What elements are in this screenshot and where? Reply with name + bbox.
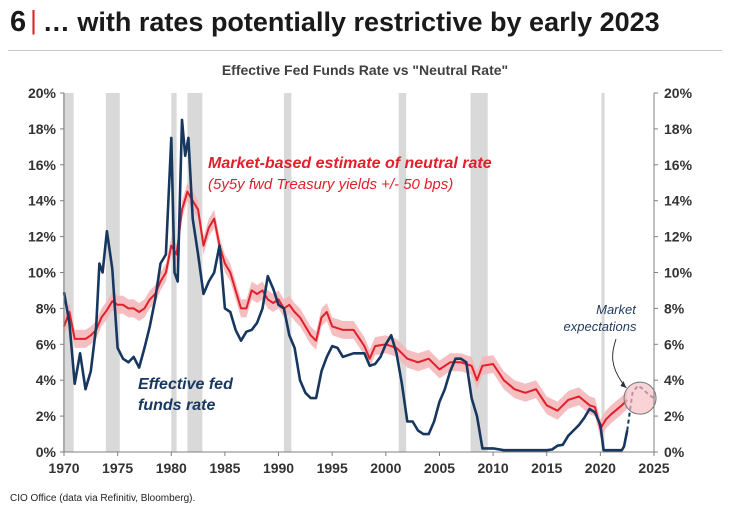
x-tick-label: 2000 (370, 460, 401, 476)
recession-bar-8 (601, 93, 605, 452)
y-right-tick-label: 10% (664, 265, 693, 281)
y-right-tick-label: 18% (664, 121, 693, 137)
y-axis-right-ticks: 0% 2% 4% 6% 8% 10% 12% 14% 16% 18% 20% (654, 85, 693, 460)
y-right-tick-label: 0% (664, 444, 685, 460)
x-tick-label: 1995 (317, 460, 348, 476)
x-tick-label: 2005 (424, 460, 455, 476)
neutral-rate-band (64, 182, 628, 438)
y-right-tick-label: 2% (664, 408, 685, 424)
y-left-tick-label: 8% (36, 300, 57, 316)
y-left-tick-label: 20% (28, 85, 57, 101)
y-right-tick-label: 16% (664, 157, 693, 173)
y-left-tick-label: 2% (36, 408, 57, 424)
neutral-rate-label: Market-based estimate of neutral rate (208, 155, 492, 172)
x-tick-label: 2025 (638, 460, 669, 476)
x-tick-label: 1985 (209, 460, 240, 476)
y-right-tick-label: 14% (664, 193, 693, 209)
recession-bar-5 (283, 93, 292, 452)
market-arrow-head (620, 380, 627, 388)
x-tick-label: 2010 (478, 460, 509, 476)
fed-funds-line (62, 118, 629, 452)
y-right-tick-label: 6% (664, 336, 685, 352)
headline-title: … with rates potentially restrictive by … (42, 7, 660, 37)
market-expectations-label-line2: expectations (564, 319, 637, 334)
headline-number: 6 (10, 6, 27, 38)
y-right-tick-label: 4% (664, 372, 685, 388)
y-left-tick-label: 10% (28, 265, 57, 281)
recession-bar-6 (398, 93, 407, 452)
y-left-tick-label: 6% (36, 336, 57, 352)
fed-funds-label-line2: funds rate (138, 397, 215, 414)
recession-bar-1 (62, 93, 74, 452)
x-axis-ticks: 1970 1975 1980 1985 1990 1995 2000 2005 2010 2015… (48, 452, 670, 476)
y-right-tick-label: 8% (664, 300, 685, 316)
chart-title: Effective Fed Funds Rate vs "Neutral Rat… (221, 62, 509, 78)
source-note: CIO Office (data via Refinitiv, Bloomber… (10, 493, 196, 504)
y-axis-left-ticks: 0% 2% 4% 6% 8% 10% 12% 14% 16% 18% 20% (28, 85, 64, 460)
market-expectations-arrow (612, 338, 627, 389)
x-tick-label: 2015 (531, 460, 562, 476)
x-tick-label: 2020 (585, 460, 616, 476)
y-left-tick-label: 0% (36, 444, 57, 460)
y-right-tick-label: 12% (664, 229, 693, 245)
market-expectations-label-line1: Market (596, 302, 637, 317)
x-tick-label: 1980 (156, 460, 187, 476)
recession-bar-7 (470, 93, 488, 452)
x-tick-label: 1970 (48, 460, 79, 476)
y-left-tick-label: 4% (36, 372, 57, 388)
x-tick-label: 1975 (102, 460, 133, 476)
y-left-tick-label: 14% (28, 193, 57, 209)
y-left-tick-label: 18% (28, 121, 57, 137)
headline-separator: | (30, 5, 37, 35)
y-right-tick-label: 20% (664, 85, 693, 101)
headline: 6 |… with rates potentially restrictive b… (10, 5, 720, 50)
fed-funds-label-line1: Effective fed (138, 376, 234, 393)
neutral-rate-line (63, 190, 628, 430)
y-left-tick-label: 12% (28, 229, 57, 245)
headline-rule (8, 50, 722, 51)
y-left-tick-label: 16% (28, 157, 57, 173)
neutral-rate-sublabel: (5y5y fwd Treasury yields +/- 50 bps) (208, 176, 453, 193)
market-expectations-circle (623, 381, 657, 415)
x-tick-label: 1990 (263, 460, 294, 476)
